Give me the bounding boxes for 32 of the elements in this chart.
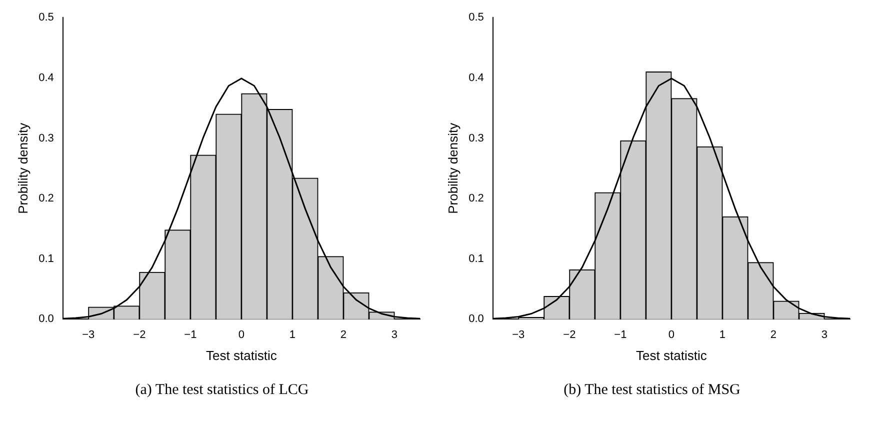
y-axis-title: Probility density — [445, 122, 460, 214]
y-tick-label: 0.4 — [468, 72, 484, 84]
x-tick-label: 1 — [289, 328, 296, 341]
y-tick-label: 0.2 — [468, 192, 484, 205]
x-axis-title: Test statistic — [636, 348, 708, 363]
x-tick-label: 1 — [719, 328, 726, 341]
x-tick-label: 2 — [770, 328, 777, 341]
x-tick-label: −3 — [82, 328, 95, 341]
x-tick-label: −2 — [133, 328, 146, 341]
x-tick-label: 0 — [238, 328, 245, 341]
x-axis-title: Test statistic — [206, 348, 278, 363]
y-tick-label: 0.0 — [468, 313, 484, 326]
x-tick-label: 0 — [668, 328, 675, 341]
x-tick-label: 3 — [821, 328, 828, 341]
x-tick-label: −1 — [614, 328, 627, 341]
y-tick-label: 0.4 — [38, 72, 54, 84]
y-tick-label: 0.1 — [38, 252, 54, 265]
x-tick-label: −1 — [184, 328, 197, 341]
y-axis-title: Probility density — [15, 122, 30, 214]
y-tick-label: 0.1 — [468, 252, 484, 265]
y-tick-label: 0.3 — [468, 132, 484, 144]
y-tick-label: 0.5 — [38, 12, 54, 24]
y-tick-label: 0.0 — [38, 313, 54, 326]
y-tick-label: 0.3 — [38, 132, 54, 144]
x-tick-label: −2 — [563, 328, 576, 341]
text: (b) The test statistics of MSG — [564, 382, 740, 399]
x-tick-label: 2 — [340, 328, 347, 341]
y-tick-label: 0.5 — [468, 12, 484, 24]
x-tick-label: −3 — [512, 328, 525, 341]
y-tick-label: 0.2 — [38, 192, 54, 205]
text: (a) The test statistics of LCG — [135, 382, 309, 399]
x-tick-label: 3 — [391, 328, 398, 341]
